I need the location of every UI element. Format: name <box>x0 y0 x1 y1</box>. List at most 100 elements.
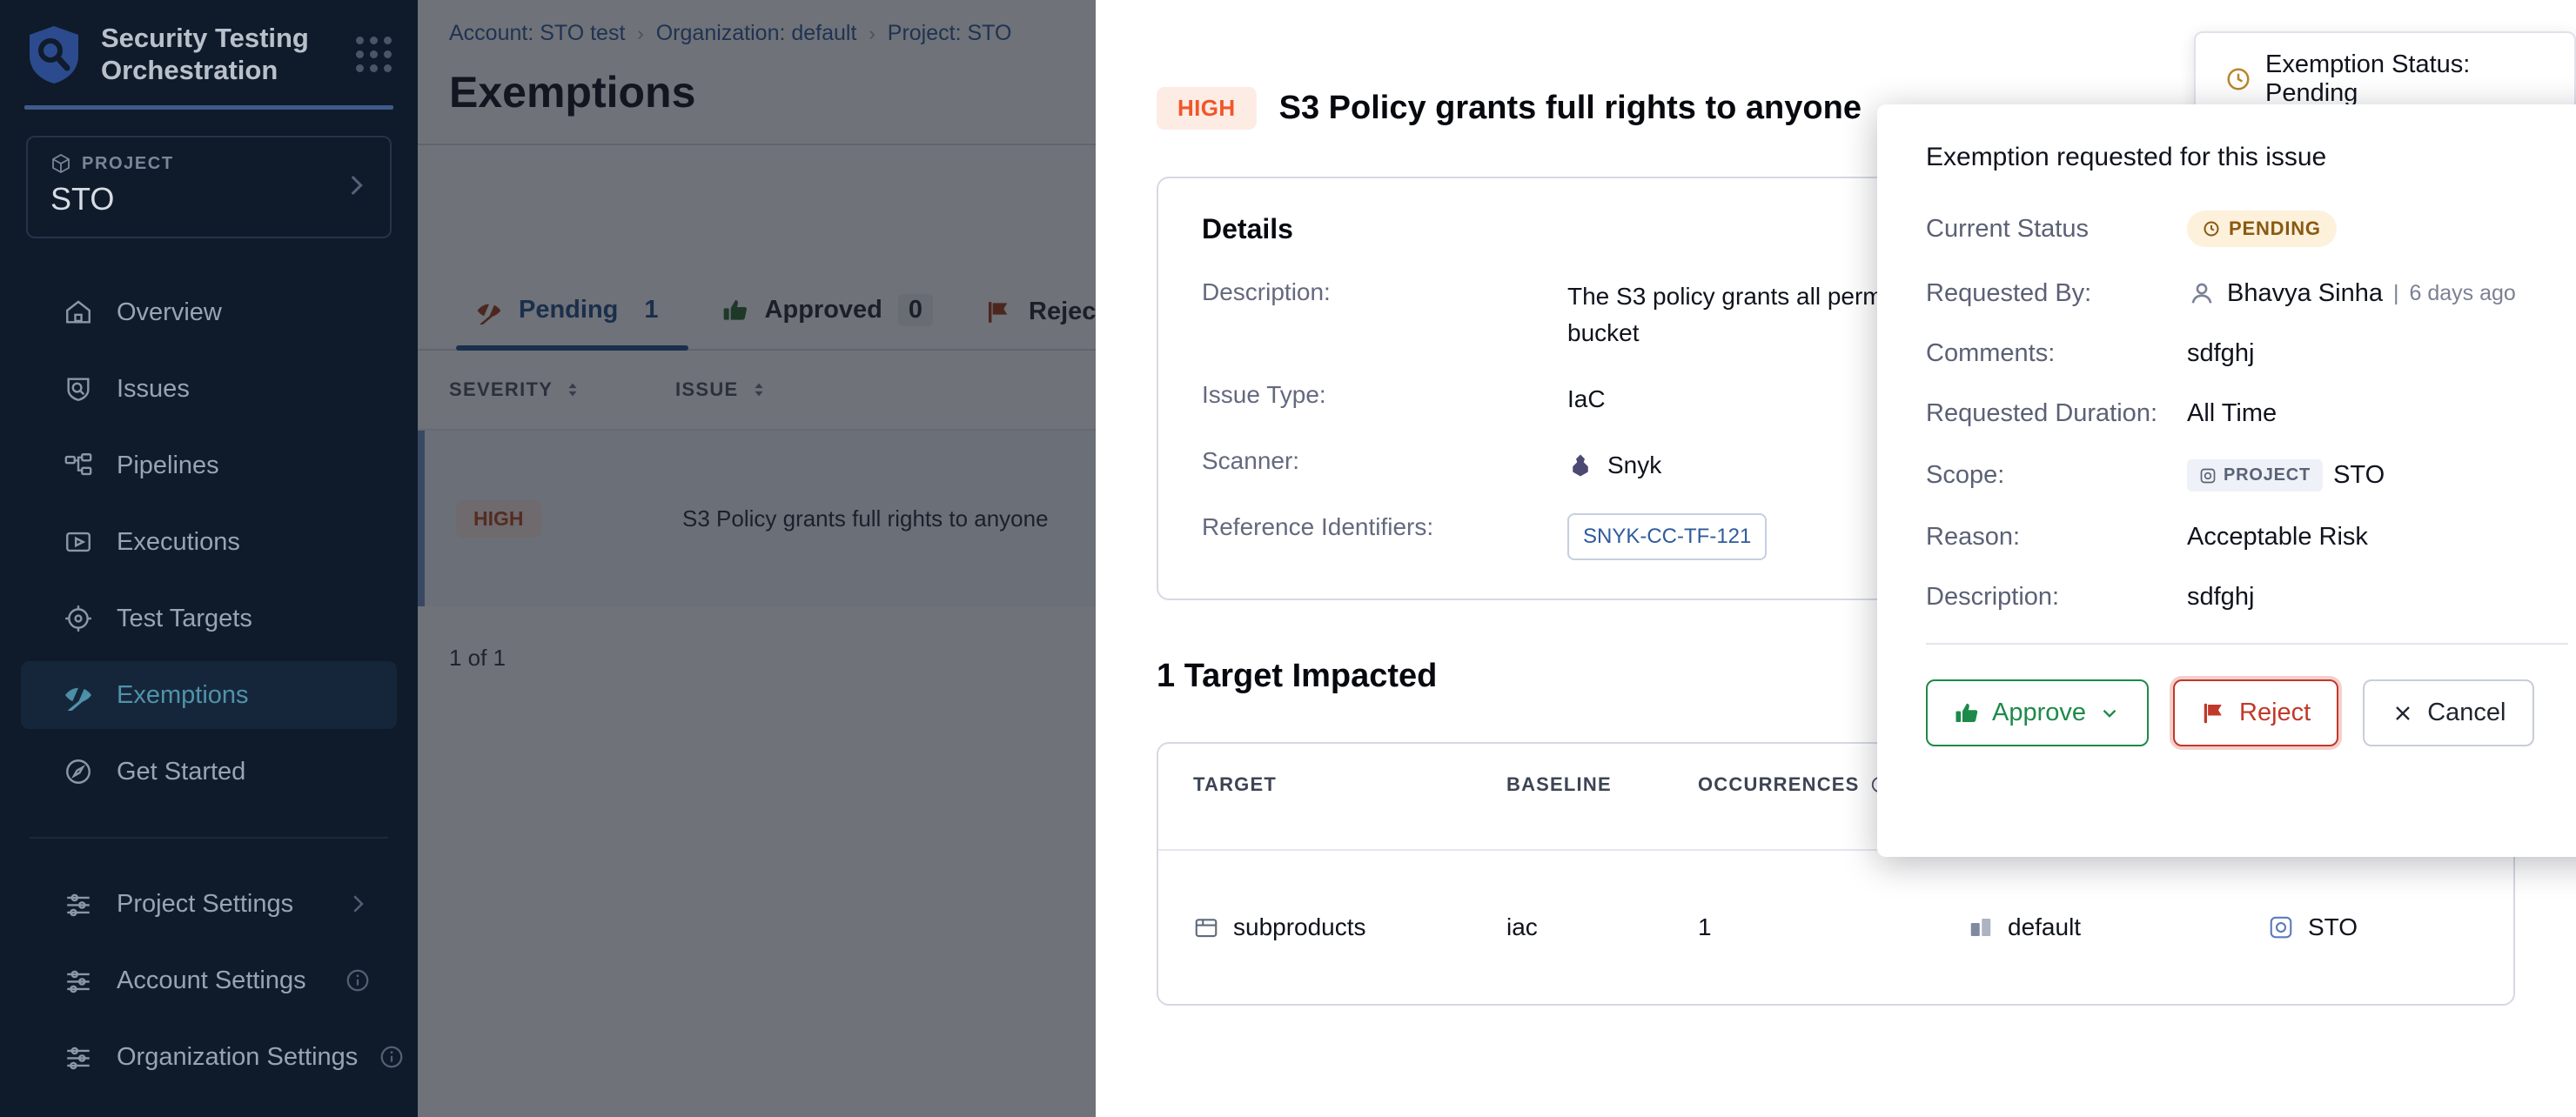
info-icon[interactable] <box>345 967 371 993</box>
rocket-icon <box>61 754 96 789</box>
popover-divider <box>1926 643 2568 645</box>
detail-key: Issue Type: <box>1202 381 1326 408</box>
chevron-down-icon[interactable] <box>2098 702 2121 725</box>
popover-key: Requested Duration: <box>1926 399 2157 427</box>
popover-row-requested-by: Requested By: Bhavya Sinha | 6 days ago <box>1926 278 2568 308</box>
targets-heading: 1 Target Impacted <box>1157 658 1438 694</box>
sidebar: Security Testing Orchestration PROJECT S… <box>0 0 418 1117</box>
info-icon[interactable] <box>379 1044 405 1070</box>
sidebar-item-label: Account Settings <box>117 966 306 994</box>
column-header-occurrences: OCCURRENCES <box>1698 773 1968 796</box>
popover-key: Requested By: <box>1926 278 2092 307</box>
avatar <box>2187 278 2217 308</box>
sidebar-item-project-settings[interactable]: Project Settings <box>21 870 397 938</box>
popover-key: Comments: <box>1926 339 2056 367</box>
sidebar-item-label: Pipelines <box>117 451 219 479</box>
popover-value: sdfghj <box>2187 583 2255 611</box>
popover-key: Reason: <box>1926 523 2021 551</box>
detail-value: Snyk <box>1607 451 1662 478</box>
sliders-icon <box>61 1040 96 1074</box>
cancel-button[interactable]: Cancel <box>2363 679 2534 746</box>
approve-button[interactable]: Approve <box>1926 679 2150 746</box>
column-header-baseline: BASELINE <box>1506 773 1612 795</box>
sidebar-item-get-started[interactable]: Get Started <box>21 738 397 806</box>
sidebar-nav: Overview Issues Pipeli <box>0 278 418 1100</box>
sidebar-accent-rule <box>24 105 393 110</box>
clock-icon <box>2225 66 2251 92</box>
reject-button[interactable]: Reject <box>2173 679 2339 746</box>
sidebar-brand-title: Security Testing Orchestration <box>101 23 309 85</box>
play-box-icon <box>61 525 96 559</box>
sidebar-divider <box>30 837 388 839</box>
popover-key: Scope: <box>1926 461 2005 489</box>
severity-badge: HIGH <box>1157 87 1257 130</box>
target-icon <box>61 601 96 636</box>
organization-icon <box>1968 914 1994 940</box>
popover-value: Acceptable Risk <box>2187 523 2368 551</box>
sidebar-item-test-targets[interactable]: Test Targets <box>21 585 397 652</box>
scope-chip: PROJECT <box>2187 459 2324 492</box>
sidebar-brand[interactable]: Security Testing Orchestration <box>0 0 418 105</box>
pipeline-icon <box>61 448 96 483</box>
sidebar-item-label: Executions <box>117 527 240 556</box>
clock-icon <box>2203 220 2220 237</box>
chevron-right-icon <box>341 171 371 200</box>
cancel-button-label: Cancel <box>2427 699 2506 726</box>
exemption-approval-popover: Exemption requested for this issue Curre… <box>1877 104 2576 857</box>
sidebar-item-executions[interactable]: Executions <box>21 508 397 576</box>
drawer-header: HIGH S3 Policy grants full rights to any… <box>1096 0 2576 130</box>
reference-identifier-chip[interactable]: SNYK-CC-TF-121 <box>1567 513 1768 560</box>
project-icon <box>2199 467 2217 485</box>
sliders-icon <box>61 963 96 998</box>
detail-value: IaC <box>1567 385 1606 412</box>
requested-by-name: Bhavya Sinha <box>2227 278 2383 307</box>
sidebar-item-overview[interactable]: Overview <box>21 278 397 346</box>
detail-row-scanner: Scanner: Snyk <box>1202 447 2470 484</box>
popover-key: Description: <box>1926 583 2060 611</box>
requested-time: 6 days ago <box>2409 280 2516 305</box>
app-grid-icon[interactable] <box>356 37 397 73</box>
scope-value: STO <box>2333 461 2385 489</box>
sidebar-item-exemptions[interactable]: Exemptions <box>21 661 397 730</box>
status-badge: PENDING <box>2187 211 2337 247</box>
details-heading: Details <box>1202 213 1293 244</box>
sidebar-item-label: Organization Settings <box>117 1042 359 1071</box>
popover-row-requested-duration: Requested Duration: All Time <box>1926 399 2568 428</box>
exemption-status-text: Exemption Status: Pending <box>2265 50 2471 107</box>
thumbs-up-icon <box>1954 700 1980 726</box>
eye-off-icon <box>61 678 96 712</box>
separator: | <box>2392 280 2399 305</box>
project-name: STO <box>50 181 115 217</box>
scope-chip-label: PROJECT <box>2224 465 2311 485</box>
sidebar-item-account-settings[interactable]: Account Settings <box>21 946 397 1014</box>
project-label-text: PROJECT <box>82 153 174 173</box>
popover-key: Current Status <box>1926 214 2089 243</box>
sidebar-item-label: Project Settings <box>117 889 294 918</box>
sidebar-item-issues[interactable]: Issues <box>21 355 397 423</box>
sliders-icon <box>61 886 96 921</box>
popover-row-current-status: Current Status PENDING <box>1926 211 2568 247</box>
sidebar-item-label: Issues <box>117 374 190 403</box>
close-icon <box>2391 701 2415 726</box>
sidebar-item-pipelines[interactable]: Pipelines <box>21 431 397 499</box>
target-name: subproducts <box>1233 913 1366 941</box>
sidebar-item-label: Test Targets <box>117 604 252 632</box>
targets-table-row[interactable]: subproducts iac 1 default <box>1158 851 2513 1004</box>
popover-value: All Time <box>2187 399 2277 427</box>
project-name: STO <box>2308 913 2358 941</box>
popover-row-scope: Scope: PROJECT STO <box>1926 459 2568 492</box>
column-header-target: TARGET <box>1193 773 1278 795</box>
detail-row-issue-type: Issue Type: IaC <box>1202 381 2470 418</box>
sidebar-item-label: Exemptions <box>117 680 249 709</box>
popover-actions: Approve Reject Canc <box>1877 645 2576 746</box>
status-badge-label: PENDING <box>2229 217 2321 239</box>
sidebar-item-organization-settings[interactable]: Organization Settings <box>21 1023 403 1091</box>
occurrences-value: 1 <box>1698 913 1712 941</box>
popover-lead-text: Exemption requested for this issue <box>1926 143 2327 171</box>
project-selector[interactable]: PROJECT STO <box>26 136 392 239</box>
popover-row-description: Description: sdfghj <box>1926 583 2568 612</box>
sidebar-item-label: Get Started <box>117 757 246 786</box>
popover-value: sdfghj <box>2187 339 2255 367</box>
flag-icon <box>2201 700 2227 726</box>
